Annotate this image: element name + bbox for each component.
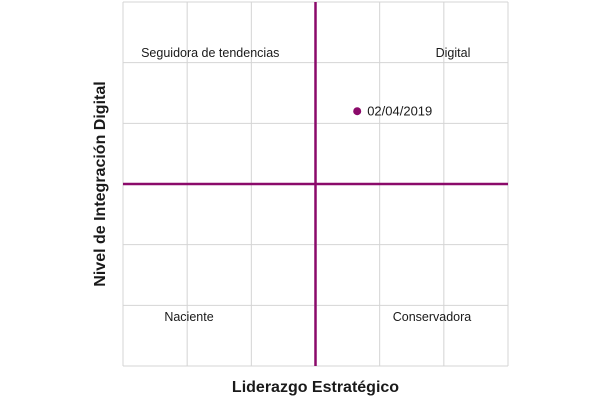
quadrant-label-seguidora: Seguidora de tendencias: [141, 46, 279, 60]
quadrant-labels: Seguidora de tendencias Digital Naciente Co…: [141, 46, 471, 324]
quadrant-label-naciente: Naciente: [164, 310, 213, 324]
midlines: [123, 2, 508, 366]
data-point: [353, 107, 362, 116]
x-axis-title: Liderazgo Estratégico: [232, 379, 399, 396]
data-point-label: 02/04/2019: [367, 104, 432, 119]
y-axis-title: Nivel de Integración Digital: [92, 81, 109, 286]
data-points: 02/04/2019: [353, 104, 432, 119]
quadrant-label-digital: Digital: [436, 46, 471, 60]
quadrant-label-conservadora: Conservadora: [393, 310, 472, 324]
